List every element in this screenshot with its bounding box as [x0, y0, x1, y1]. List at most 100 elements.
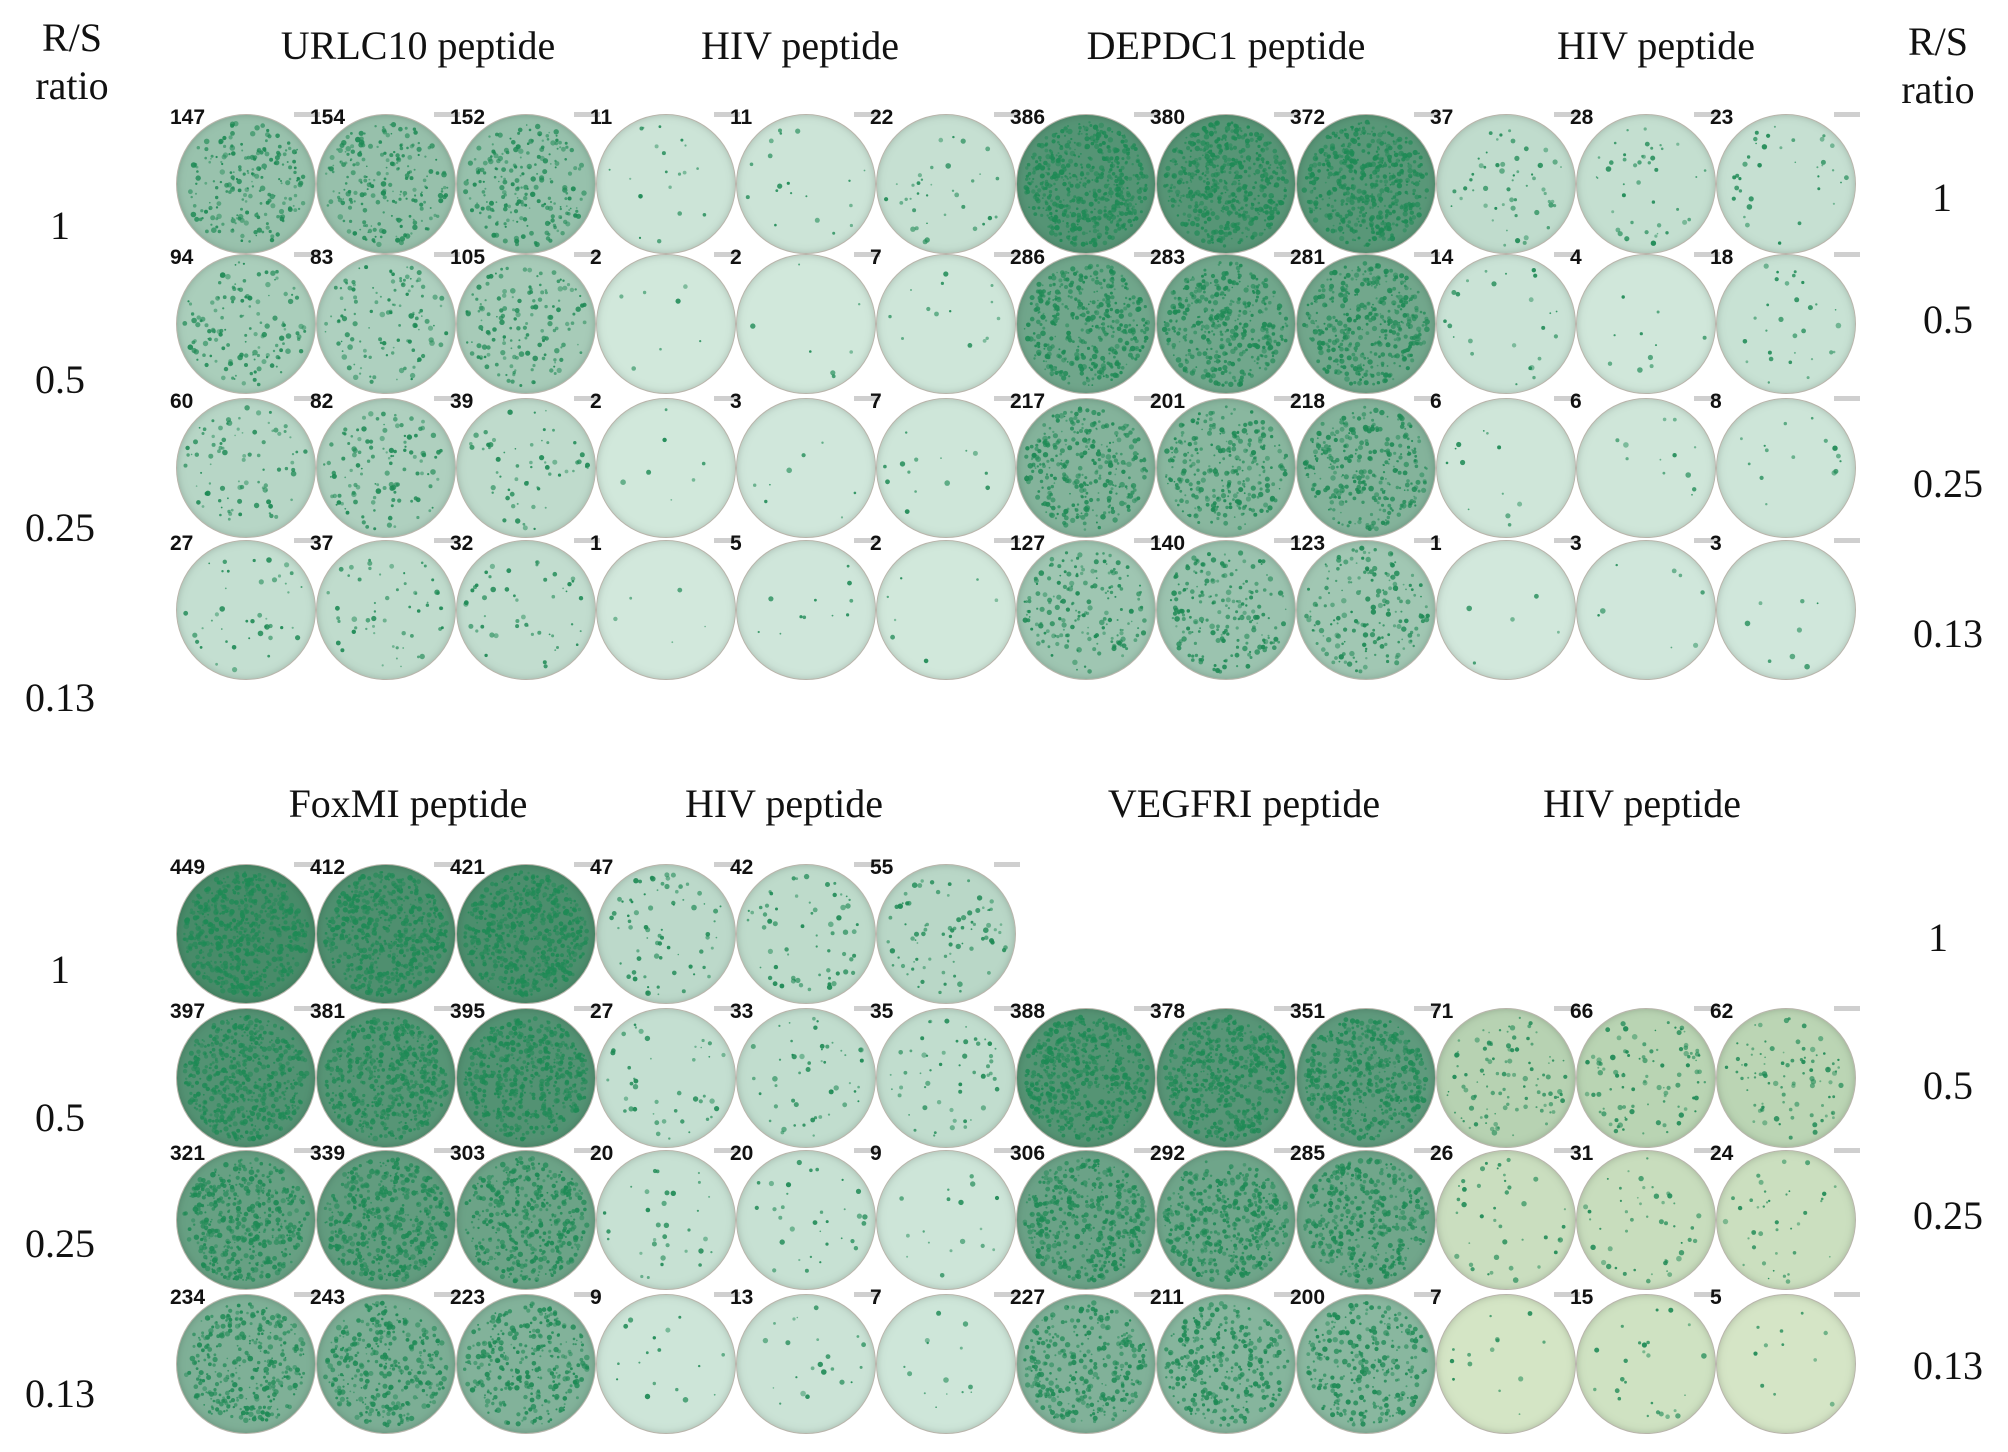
spot	[1111, 319, 1115, 323]
spot	[1255, 285, 1259, 289]
spot	[1243, 194, 1248, 199]
top-well-r1-c12: 23	[1710, 106, 1860, 254]
spot	[1104, 231, 1109, 235]
spot	[1376, 340, 1382, 345]
spot	[530, 368, 534, 372]
spot	[277, 144, 282, 149]
spot	[1353, 196, 1358, 200]
spot	[1357, 266, 1360, 269]
spot	[1247, 228, 1250, 231]
spot	[1392, 209, 1396, 214]
spot	[1249, 319, 1252, 322]
bottom-right-ratio-1: 1	[1928, 915, 1948, 960]
spot	[1115, 223, 1120, 227]
spot	[361, 157, 366, 162]
spot	[416, 277, 422, 282]
spot	[1235, 265, 1241, 271]
spot	[1224, 146, 1229, 151]
spot	[1347, 327, 1352, 332]
spot	[1038, 298, 1044, 304]
spot	[210, 157, 212, 160]
spot	[216, 329, 222, 334]
spot	[1203, 145, 1209, 151]
spot	[283, 328, 287, 331]
spot	[1334, 154, 1340, 159]
spot	[926, 306, 931, 312]
spot	[1341, 129, 1344, 132]
spot	[358, 267, 361, 270]
spot	[1117, 337, 1123, 343]
spot	[1114, 308, 1120, 314]
spot	[1269, 343, 1272, 346]
spot	[1105, 225, 1108, 229]
spot	[211, 419, 215, 423]
spot	[1245, 477, 1250, 482]
spot	[1080, 200, 1085, 204]
spot	[548, 131, 550, 134]
spot	[1187, 172, 1192, 176]
spot	[1419, 310, 1423, 314]
spot	[1379, 188, 1385, 194]
spot	[253, 332, 258, 337]
spot	[218, 140, 223, 145]
spot	[1035, 198, 1041, 204]
left-rs-ratio-header-line1: R/S	[41, 15, 103, 60]
spot	[1187, 307, 1189, 309]
spot	[1103, 311, 1109, 317]
spot	[1223, 287, 1228, 291]
spot	[550, 140, 556, 146]
spot	[541, 203, 545, 208]
spot	[1385, 280, 1388, 283]
spot	[515, 518, 521, 524]
spot	[389, 269, 393, 273]
spot	[1233, 222, 1237, 227]
spot	[476, 202, 478, 205]
spot	[1225, 337, 1231, 343]
spot	[1342, 335, 1349, 341]
spot	[1409, 210, 1414, 215]
spot	[691, 478, 696, 482]
spot	[1190, 181, 1193, 183]
spot	[1370, 215, 1375, 220]
spot	[1177, 296, 1181, 300]
spot	[1086, 346, 1091, 350]
spot	[1742, 339, 1748, 344]
spot	[1029, 295, 1035, 301]
spot	[1371, 325, 1378, 332]
spot	[1031, 456, 1034, 460]
spot	[1052, 460, 1055, 462]
spot	[1309, 207, 1314, 212]
spot	[1078, 196, 1084, 202]
spot	[208, 337, 212, 341]
spot	[1406, 319, 1412, 324]
spot	[1127, 493, 1134, 499]
spot	[1065, 163, 1071, 168]
spot	[1362, 165, 1366, 170]
well-disc	[736, 254, 876, 394]
spot	[376, 483, 380, 487]
spot	[1400, 297, 1406, 304]
spot	[1255, 344, 1257, 347]
spot	[1186, 222, 1190, 226]
spot	[1040, 213, 1044, 217]
spot	[495, 132, 499, 137]
spot	[1338, 292, 1344, 298]
spot	[1306, 323, 1308, 326]
spot	[1124, 331, 1128, 335]
spot	[830, 370, 836, 376]
spot	[242, 279, 247, 283]
spot	[195, 192, 197, 195]
spot	[1364, 200, 1369, 206]
spot	[242, 262, 245, 265]
spot	[1382, 378, 1388, 384]
top-well-r1-c7: 386	[1010, 106, 1160, 254]
spot	[236, 214, 239, 217]
spot	[1086, 179, 1091, 184]
spot	[1406, 192, 1409, 195]
spot	[486, 442, 491, 447]
spot	[357, 450, 362, 455]
spot	[284, 196, 287, 200]
spot	[1143, 188, 1147, 193]
spot	[1776, 270, 1779, 274]
spot	[238, 416, 241, 420]
